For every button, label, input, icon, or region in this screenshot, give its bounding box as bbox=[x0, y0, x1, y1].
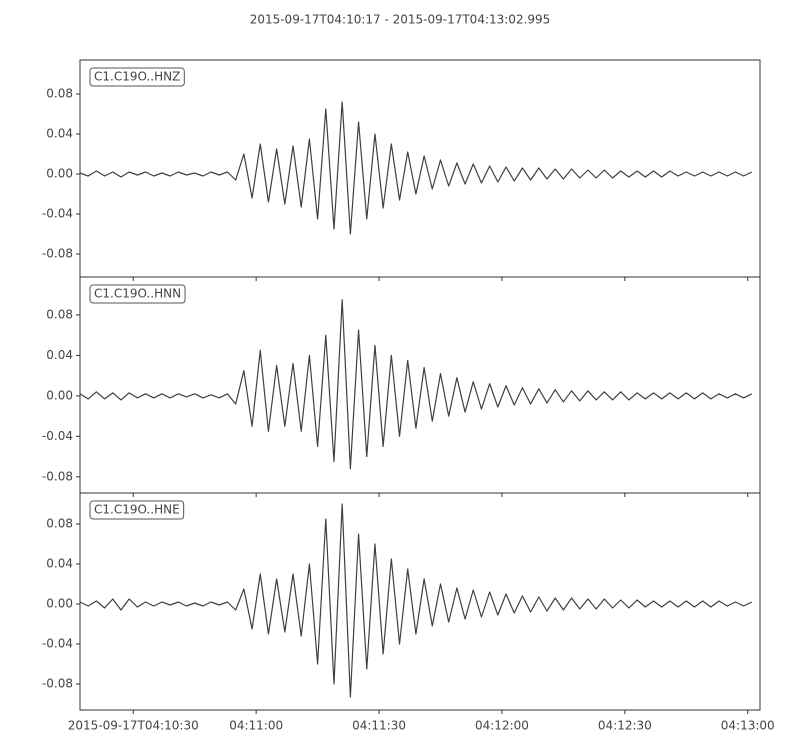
y-tick-label: 0.00 bbox=[46, 388, 73, 402]
legend-label: C1.C19O..HNN bbox=[94, 287, 181, 301]
y-tick-label: 0.04 bbox=[46, 557, 73, 571]
waveform bbox=[79, 101, 753, 235]
y-tick-label: 0.04 bbox=[46, 127, 73, 141]
y-tick-label: 0.04 bbox=[46, 348, 73, 362]
plot-frame bbox=[79, 492, 761, 711]
legend-box bbox=[89, 284, 186, 304]
legend-box bbox=[89, 67, 185, 87]
plot-frame bbox=[79, 276, 761, 494]
y-tick-label: 0.08 bbox=[46, 307, 73, 321]
y-tick-label: -0.04 bbox=[42, 207, 73, 221]
x-tick-label: 04:11:00 bbox=[229, 719, 283, 733]
y-tick-label: -0.08 bbox=[42, 469, 73, 483]
legend-label: C1.C19O..HNE bbox=[94, 503, 180, 517]
y-tick-label: 0.08 bbox=[46, 517, 73, 531]
y-tick-label: -0.08 bbox=[42, 677, 73, 691]
y-tick-label: -0.04 bbox=[42, 429, 73, 443]
chart-title: 2015-09-17T04:10:17 - 2015-09-17T04:13:0… bbox=[250, 13, 551, 27]
y-tick-label: -0.08 bbox=[42, 247, 73, 261]
x-tick-label: 04:12:00 bbox=[475, 719, 529, 733]
y-tick-label: 0.00 bbox=[46, 597, 73, 611]
legend-label: C1.C19O..HNZ bbox=[94, 70, 180, 84]
legend-box bbox=[89, 500, 185, 520]
y-tick-label: -0.04 bbox=[42, 637, 73, 651]
x-tick-label: 2015-09-17T04:10:30 bbox=[68, 719, 199, 733]
y-tick-label: 0.00 bbox=[46, 167, 73, 181]
x-tick-label: 04:13:00 bbox=[721, 719, 775, 733]
waveform bbox=[79, 299, 753, 470]
waveform bbox=[79, 503, 753, 698]
x-tick-label: 04:12:30 bbox=[598, 719, 652, 733]
plot-frame bbox=[79, 59, 761, 278]
y-tick-label: 0.08 bbox=[46, 87, 73, 101]
x-tick-label: 04:11:30 bbox=[352, 719, 406, 733]
